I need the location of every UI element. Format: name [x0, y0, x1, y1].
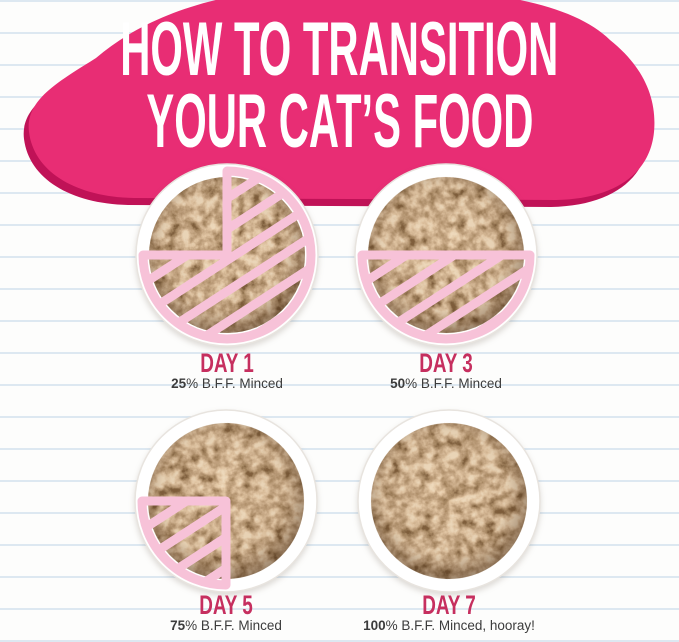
day-3-percent: 50: [390, 376, 406, 391]
day-1-title: DAY 1: [200, 348, 254, 378]
day-3-caption-rest: % B.F.F. Minced: [405, 376, 502, 391]
label-day-5: DAY 5 75% B.F.F. Minced: [116, 590, 336, 634]
bowl-day-7: [351, 403, 547, 599]
day-1-caption-rest: % B.F.F. Minced: [186, 376, 283, 391]
banner-blob: [23, 0, 655, 207]
day-5-caption-rest: % B.F.F. Minced: [185, 618, 282, 633]
hatch-overlay-75: [138, 166, 316, 344]
label-day-1: DAY 1 25% B.F.F. Minced: [117, 348, 337, 392]
day-5-percent: 75: [170, 618, 186, 633]
label-day-3: DAY 3 50% B.F.F. Minced: [336, 348, 556, 392]
label-day-7: DAY 7 100% B.F.F. Minced, hooray!: [339, 590, 559, 634]
bowl-day-1: [129, 157, 325, 353]
day-7-caption: 100% B.F.F. Minced, hooray!: [339, 618, 559, 633]
banner-title: HOW TO TRANSITION YOUR CAT’S FOOD: [0, 7, 679, 164]
bowl-day-1-graphic: [135, 163, 319, 347]
hatch-overlay-50: [357, 250, 535, 344]
food-vignette: [371, 423, 527, 579]
bowl-day-5-graphic: [134, 409, 318, 593]
banner-shape: [28, 0, 655, 200]
banner-title-line-1: HOW TO TRANSITION: [120, 7, 559, 92]
bowl-day-5: [128, 403, 324, 599]
day-1-percent: 25: [171, 376, 187, 391]
banner-title-line-2: YOUR CAT’S FOOD: [145, 79, 534, 164]
day-5-caption: 75% B.F.F. Minced: [116, 618, 336, 633]
hatch-overlay-25: [137, 496, 231, 590]
day-1-caption: 25% B.F.F. Minced: [117, 376, 337, 391]
day-3-title: DAY 3: [419, 348, 473, 378]
day-7-title: DAY 7: [422, 590, 476, 620]
bowl-day-7-graphic: [357, 409, 541, 593]
day-3-caption: 50% B.F.F. Minced: [336, 376, 556, 391]
day-7-caption-rest: % B.F.F. Minced, hooray!: [385, 618, 535, 633]
day-5-title: DAY 5: [199, 590, 253, 620]
bowl-day-3: [348, 157, 544, 353]
bowl-day-3-graphic: [354, 163, 538, 347]
day-7-percent: 100: [363, 618, 386, 633]
